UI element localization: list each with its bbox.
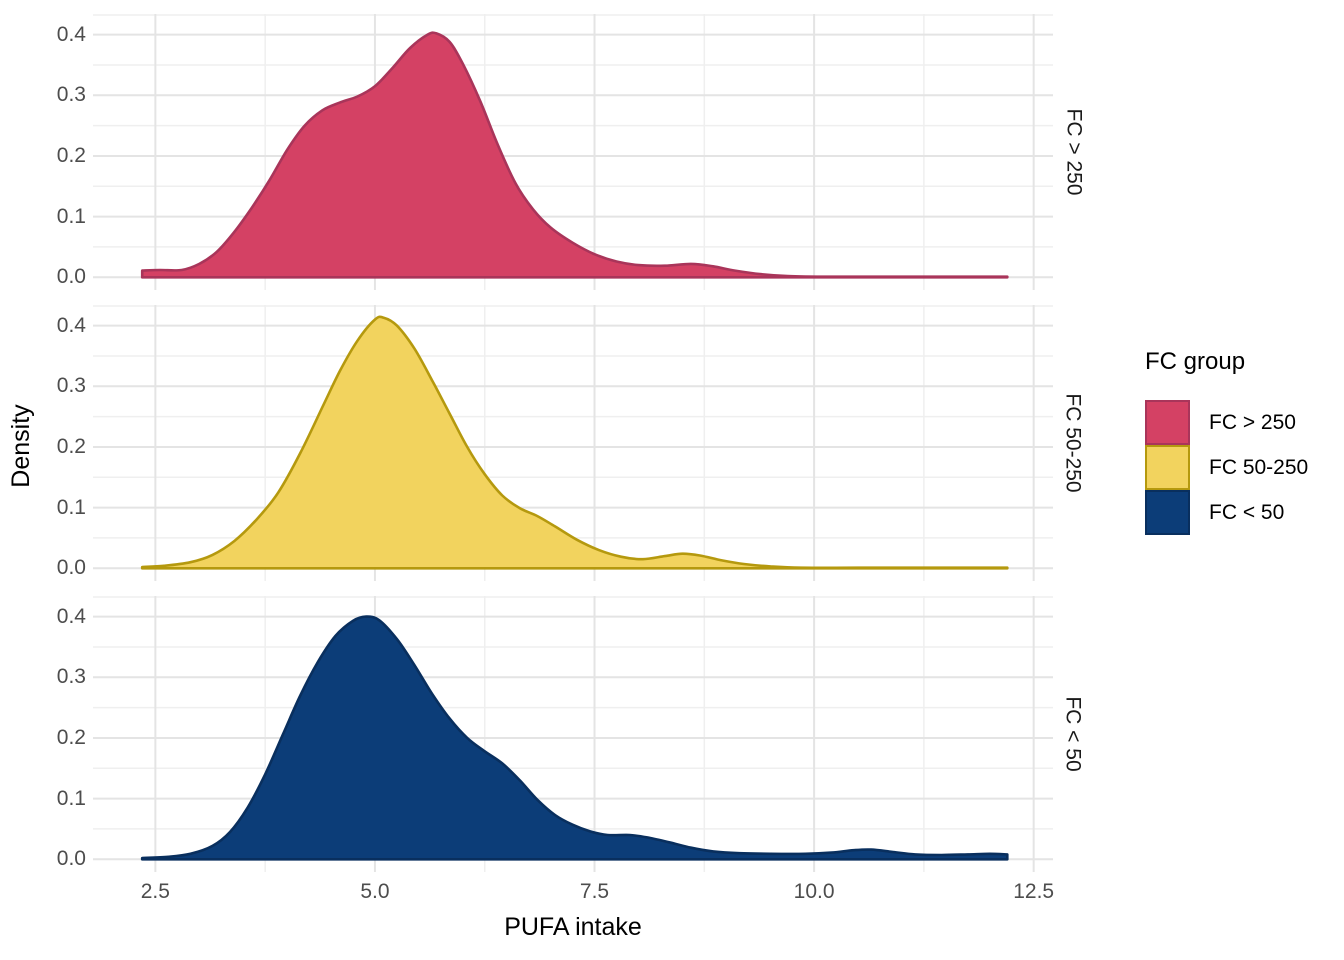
y-tick-label: 0.0 — [56, 265, 86, 289]
density-area-0 — [140, 31, 1009, 279]
y-tick-label: 0.3 — [56, 665, 86, 689]
legend-item-label: FC < 50 — [1209, 500, 1285, 524]
legend-key-swatch — [1145, 490, 1190, 535]
facet-panel-2 — [93, 596, 1053, 872]
y-tick-label: 0.1 — [56, 495, 86, 519]
y-tick-label: 0.0 — [56, 847, 86, 871]
legend: FC group FC > 250 FC 50-250 FC < 50 — [1145, 348, 1308, 535]
x-tick-label: 12.5 — [1013, 880, 1055, 903]
legend-item-2: FC < 50 — [1145, 490, 1308, 535]
legend-item-1: FC 50-250 — [1145, 445, 1308, 490]
y-tick-label: 0.4 — [56, 604, 86, 628]
facet-strip-text: FC 50-250 — [1062, 393, 1085, 493]
legend-item-label: FC > 250 — [1209, 410, 1296, 434]
x-tick-label: 5.0 — [360, 880, 390, 903]
facet-panel-0 — [93, 14, 1053, 290]
x-axis-title: PUFA intake — [504, 913, 642, 941]
y-tick-label: 0.3 — [56, 83, 86, 107]
legend-items: FC > 250 FC 50-250 FC < 50 — [1145, 400, 1308, 535]
facet-panel-1 — [93, 305, 1053, 581]
facet-strip-label-2: FC < 50 — [1055, 596, 1091, 872]
x-tick-label: 7.5 — [579, 880, 610, 903]
facet-strip-label-1: FC 50-250 — [1055, 305, 1091, 581]
x-tick-label: 10.0 — [793, 880, 835, 903]
facet-strip-text: FC > 250 — [1062, 108, 1085, 196]
facet-strip-label-0: FC > 250 — [1055, 14, 1091, 290]
legend-item-label: FC 50-250 — [1209, 455, 1309, 479]
facet-strip-text: FC < 50 — [1062, 696, 1086, 772]
legend-key-swatch — [1145, 400, 1190, 445]
y-tick-label: 0.3 — [56, 374, 86, 398]
y-tick-label: 0.2 — [56, 725, 86, 749]
y-tick-label: 0.4 — [56, 22, 86, 46]
y-tick-label: 0.0 — [56, 556, 86, 580]
y-tick-label: 0.1 — [56, 786, 86, 810]
y-tick-label: 0.2 — [56, 143, 86, 167]
y-tick-label: 0.1 — [56, 204, 86, 228]
density-area-1 — [140, 315, 1009, 570]
x-tick-label: 2.5 — [140, 880, 170, 903]
legend-title: FC group — [1145, 348, 1246, 375]
legend-key-swatch — [1145, 445, 1190, 490]
legend-item-0: FC > 250 — [1145, 400, 1308, 445]
y-tick-label: 0.4 — [56, 313, 86, 337]
density-area-2 — [140, 615, 1009, 861]
y-tick-label: 0.2 — [56, 434, 86, 458]
